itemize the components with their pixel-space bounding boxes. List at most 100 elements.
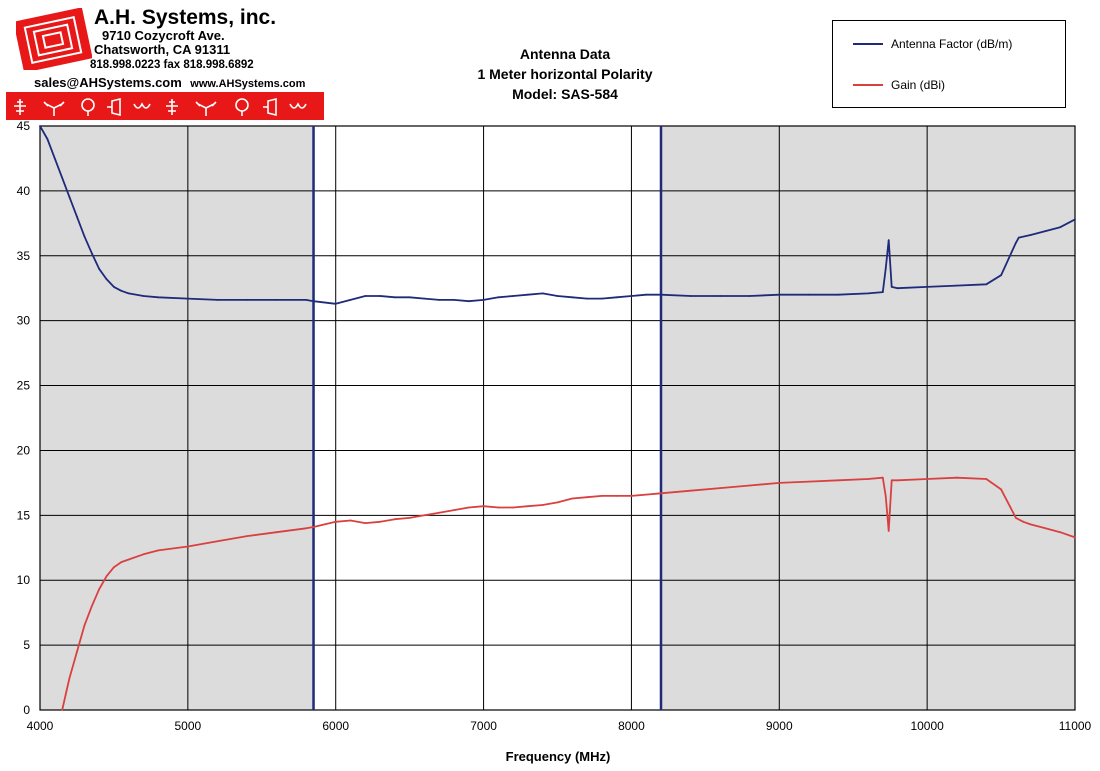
gain-point-32 xyxy=(527,505,529,508)
company-email: sales@AHSystems.com xyxy=(34,75,182,90)
antenna-factor-point-18 xyxy=(275,299,278,301)
antenna-factor-point-56 xyxy=(926,286,928,288)
antenna-factor-point-44 xyxy=(689,295,692,297)
gain-point-56 xyxy=(985,478,988,480)
gain-point-48 xyxy=(867,478,869,480)
company-address: 9710 Cozycroft Ave. xyxy=(102,28,225,43)
antenna-factor-point-23 xyxy=(364,295,367,297)
y-tick-label-5: 5 xyxy=(23,638,30,652)
antenna-factor-point-39 xyxy=(601,297,603,300)
gain-point-37 xyxy=(601,495,603,497)
gain-point-25 xyxy=(423,514,426,517)
shaded-range-0 xyxy=(40,126,314,710)
gain-point-3 xyxy=(76,650,78,653)
legend-label-gain: Gain (dBi) xyxy=(891,78,946,92)
y-tick-label-35: 35 xyxy=(17,249,31,263)
y-tick-label-0: 0 xyxy=(23,703,30,717)
legend-label-antenna-factor: Antenna Factor (dB/m) xyxy=(891,37,1013,51)
x-tick-label-8000: 8000 xyxy=(618,719,645,733)
gain-point-50 xyxy=(884,495,887,497)
gain-point-15 xyxy=(246,535,248,537)
company-contact: sales@AHSystems.com www.AHSystems.com xyxy=(34,74,305,92)
antenna-factor-point-40 xyxy=(615,296,618,299)
antenna-factor-point-6 xyxy=(83,235,86,238)
gain-point-59 xyxy=(1022,520,1025,523)
gain-point-26 xyxy=(438,511,441,514)
y-tick-label-40: 40 xyxy=(17,184,31,198)
gain-point-0 xyxy=(61,709,64,711)
gain-point-46 xyxy=(808,480,810,483)
antenna-factor-point-46 xyxy=(748,295,751,297)
antenna-factor-point-29 xyxy=(453,299,455,301)
antenna-factor-point-36 xyxy=(556,295,559,297)
gain-point-18 xyxy=(312,526,315,528)
antenna-factor-point-33 xyxy=(512,295,514,297)
gain-point-14 xyxy=(216,540,219,543)
legend-item-antenna-factor: Antenna Factor (dB/m) xyxy=(853,36,1012,52)
antenna-factor-point-2 xyxy=(53,157,56,160)
y-tick-label-10: 10 xyxy=(17,573,31,587)
antenna-factor-point-0 xyxy=(39,125,41,127)
company-logo: A.H. Systems, inc. 9710 Cozycroft Ave. C… xyxy=(6,4,324,122)
antenna-factor-point-1 xyxy=(46,138,49,140)
series-antenna-factor-line xyxy=(39,125,1076,305)
gain-point-27 xyxy=(453,509,455,511)
legend-item-gain: Gain (dBi) xyxy=(853,77,945,93)
antenna-factor-point-53 xyxy=(887,239,890,242)
antenna-factor-point-17 xyxy=(246,299,248,301)
x-tick-label-11000: 11000 xyxy=(1059,719,1092,733)
y-tick-label-25: 25 xyxy=(17,379,31,393)
company-name: A.H. Systems, inc. xyxy=(94,6,277,29)
grid-lines xyxy=(39,125,1076,711)
antenna-factor-point-13 xyxy=(142,295,145,297)
gain-point-45 xyxy=(778,482,781,484)
chart-title: Antenna Data xyxy=(519,46,611,62)
y-tick-label-45: 45 xyxy=(17,119,31,133)
antenna-factor-point-55 xyxy=(896,287,899,290)
gain-point-2 xyxy=(68,676,71,679)
gain-point-10 xyxy=(127,558,130,561)
gain-point-9 xyxy=(120,561,123,563)
chart-titles: Antenna Data 1 Meter horizontal Polarity… xyxy=(400,44,730,104)
antenna-factor-point-34 xyxy=(527,293,529,296)
x-tick-label-6000: 6000 xyxy=(322,719,349,733)
antenna-factor-point-63 xyxy=(1044,230,1047,233)
gain-point-52 xyxy=(890,479,893,482)
antenna-factor-point-3 xyxy=(61,177,64,179)
legend-swatch-antenna-factor xyxy=(853,43,883,45)
gain-point-43 xyxy=(719,487,721,489)
series-gain-line xyxy=(61,476,1076,711)
antenna-factor-point-30 xyxy=(467,300,470,303)
gain-point-41 xyxy=(660,492,662,495)
gain-point-16 xyxy=(275,531,278,534)
gain-point-31 xyxy=(512,506,514,509)
x-tick-label-9000: 9000 xyxy=(766,719,793,733)
gain-point-24 xyxy=(408,517,411,519)
gain-point-47 xyxy=(837,479,840,482)
gain-point-22 xyxy=(379,520,381,523)
plot-border xyxy=(39,125,1076,711)
antenna-factor-point-45 xyxy=(719,295,721,297)
gain-point-13 xyxy=(187,545,189,548)
gain-point-33 xyxy=(541,504,544,506)
y-tick-label-15: 15 xyxy=(17,508,31,522)
antenna-icons xyxy=(14,97,307,117)
gain-point-55 xyxy=(955,476,958,479)
gain-point-1 xyxy=(65,689,68,692)
gain-point-44 xyxy=(748,484,751,487)
company-web: www.AHSystems.com xyxy=(190,78,306,90)
gain-point-12 xyxy=(157,549,160,552)
antenna-factor-point-26 xyxy=(408,296,411,299)
antenna-factor-point-59 xyxy=(1000,274,1002,277)
antenna-factor-point-11 xyxy=(120,289,123,292)
antenna-factor-point-4 xyxy=(68,196,71,199)
logo-icon xyxy=(16,8,92,70)
chart-subtitle: 1 Meter horizontal Polarity xyxy=(477,66,653,82)
gain-point-17 xyxy=(305,527,307,530)
company-phones: 818.998.0223 fax 818.998.6892 xyxy=(90,59,254,71)
antenna-factor-point-54 xyxy=(890,286,893,288)
gain-point-38 xyxy=(615,495,618,497)
chart-legend: Antenna Factor (dB/m) Gain (dBi) xyxy=(832,20,1066,108)
antenna-factor-point-8 xyxy=(98,267,100,270)
